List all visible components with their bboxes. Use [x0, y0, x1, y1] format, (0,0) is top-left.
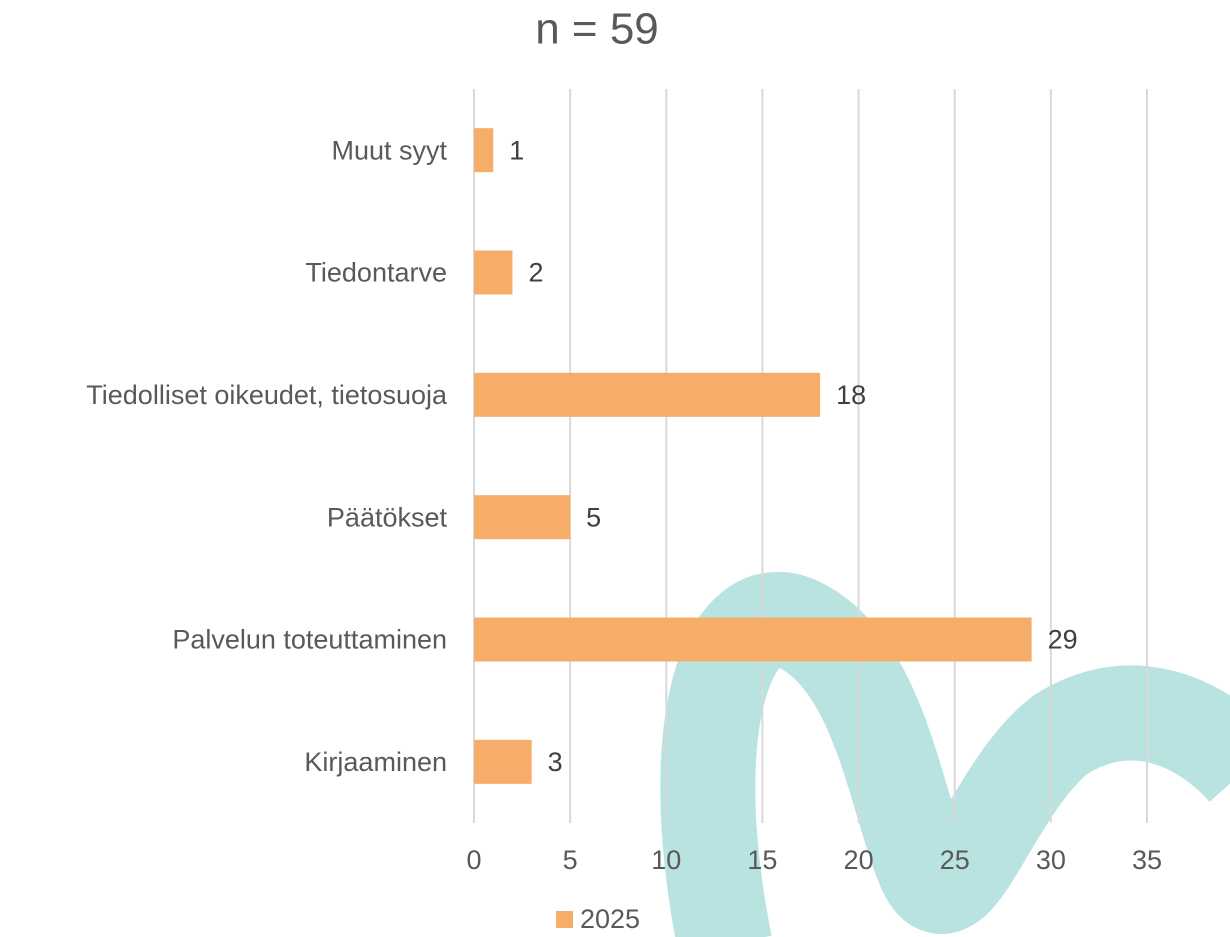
- x-tick-label: 30: [1036, 845, 1066, 875]
- value-label: 1: [509, 135, 524, 165]
- bar: [474, 495, 571, 540]
- y-tick-label: Tiedontarve: [305, 258, 447, 288]
- y-tick-label: Päätökset: [327, 502, 448, 532]
- value-label: 2: [528, 258, 543, 288]
- bar: [474, 372, 821, 417]
- value-label: 3: [548, 747, 563, 777]
- x-tick-label: 25: [940, 845, 970, 875]
- x-tick-label: 0: [466, 845, 481, 875]
- y-tick-label: Palvelun toteuttaminen: [172, 625, 447, 655]
- y-tick-label: Muut syyt: [331, 135, 447, 165]
- x-tick-label: 10: [651, 845, 681, 875]
- bar: [474, 739, 532, 784]
- value-label: 29: [1048, 625, 1078, 655]
- y-tick-label: Kirjaaminen: [304, 747, 447, 777]
- x-tick-label: 15: [747, 845, 777, 875]
- legend-label: 2025: [580, 904, 640, 934]
- value-label: 5: [586, 502, 601, 532]
- bar: [474, 617, 1032, 662]
- grid: [473, 89, 1148, 823]
- chart-title: n = 59: [535, 5, 659, 54]
- background-decoration: [660, 572, 1230, 937]
- x-tick-label: 20: [844, 845, 874, 875]
- x-tick-label: 35: [1132, 845, 1162, 875]
- value-label: 18: [836, 380, 866, 410]
- y-tick-label: Tiedolliset oikeudet, tietosuoja: [86, 380, 448, 410]
- bar: [474, 128, 494, 173]
- legend-swatch: [556, 911, 573, 928]
- x-tick-label: 5: [563, 845, 578, 875]
- bar: [474, 250, 513, 295]
